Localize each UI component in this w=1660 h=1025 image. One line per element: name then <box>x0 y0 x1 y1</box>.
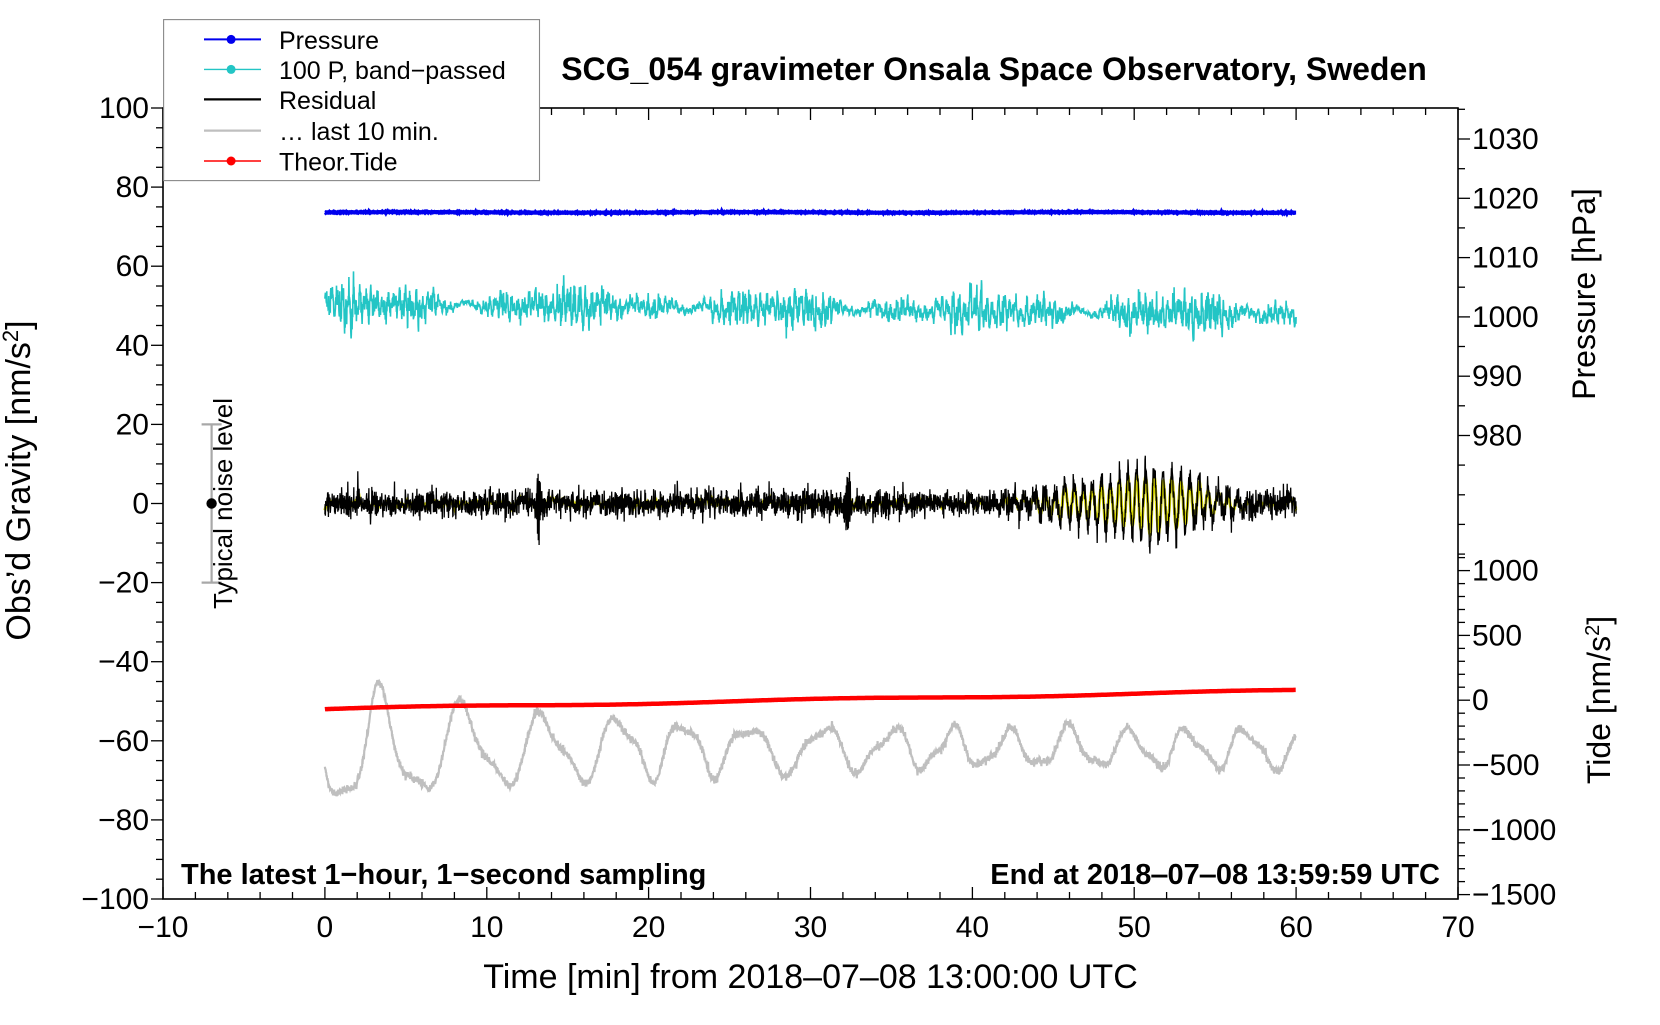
svg-text:10: 10 <box>470 911 503 944</box>
svg-text:SCG_054 gravimeter Onsala Spac: SCG_054 gravimeter Onsala Space Observat… <box>561 51 1427 87</box>
svg-text:500: 500 <box>1472 619 1522 652</box>
svg-text:1000: 1000 <box>1472 301 1539 334</box>
svg-text:30: 30 <box>794 911 827 944</box>
svg-text:1010: 1010 <box>1472 242 1539 275</box>
svg-text:100 P, band−passed: 100 P, band−passed <box>279 57 506 85</box>
svg-text:Theor.Tide: Theor.Tide <box>279 149 398 177</box>
svg-text:Obs’d Gravity [nm/s2]: Obs’d Gravity [nm/s2] <box>0 320 38 640</box>
svg-text:1000: 1000 <box>1472 555 1539 588</box>
svg-text:70: 70 <box>1441 911 1474 944</box>
svg-text:−60: −60 <box>98 725 149 758</box>
svg-text:End at 2018‒07‒08 13:59:59 UTC: End at 2018‒07‒08 13:59:59 UTC <box>990 859 1440 891</box>
svg-text:0: 0 <box>1472 684 1489 717</box>
svg-text:1020: 1020 <box>1472 182 1539 215</box>
svg-text:−1500: −1500 <box>1472 879 1556 912</box>
svg-text:−500: −500 <box>1472 749 1540 782</box>
svg-text:0: 0 <box>317 911 334 944</box>
svg-text:40: 40 <box>116 329 149 362</box>
svg-text:−1000: −1000 <box>1472 814 1556 847</box>
svg-text:1030: 1030 <box>1472 123 1539 156</box>
svg-text:Typical noise level: Typical noise level <box>208 398 238 609</box>
svg-text:980: 980 <box>1472 420 1522 453</box>
svg-text:Time [min] from 2018‒07‒08 13:: Time [min] from 2018‒07‒08 13:00:00 UTC <box>483 958 1138 996</box>
svg-text:−40: −40 <box>98 646 149 679</box>
svg-text:−20: −20 <box>98 567 149 600</box>
svg-text:−100: −100 <box>81 883 149 916</box>
svg-text:The latest 1−hour, 1−second sa: The latest 1−hour, 1−second sampling <box>181 859 706 891</box>
svg-text:60: 60 <box>1279 911 1312 944</box>
svg-text:−80: −80 <box>98 804 149 837</box>
svg-text:… last 10 min.: … last 10 min. <box>279 118 439 146</box>
svg-text:990: 990 <box>1472 360 1522 393</box>
svg-text:0: 0 <box>132 488 149 521</box>
svg-text:20: 20 <box>116 408 149 441</box>
svg-text:50: 50 <box>1118 911 1151 944</box>
svg-text:Pressure: Pressure <box>279 27 379 55</box>
svg-text:Residual: Residual <box>279 87 376 115</box>
svg-text:Tide [nm/s2]: Tide [nm/s2] <box>1581 616 1617 784</box>
svg-text:60: 60 <box>116 250 149 283</box>
svg-text:20: 20 <box>632 911 665 944</box>
svg-text:40: 40 <box>956 911 989 944</box>
svg-text:80: 80 <box>116 171 149 204</box>
svg-text:100: 100 <box>99 92 149 125</box>
svg-text:Pressure [hPa]: Pressure [hPa] <box>1566 188 1602 400</box>
